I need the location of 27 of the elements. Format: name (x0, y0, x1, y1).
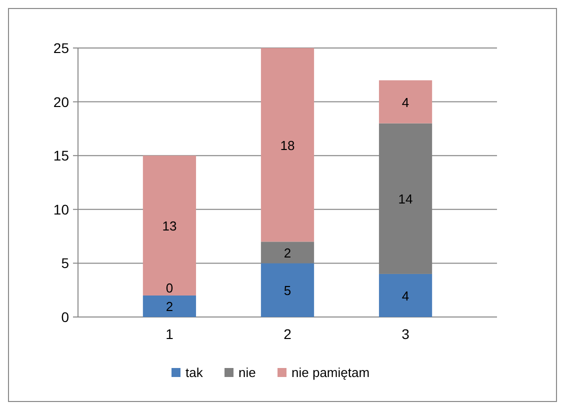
bar (142, 156, 196, 296)
bar (260, 48, 314, 242)
legend-label: nie pamiętam (292, 365, 370, 380)
data-label: 2 (166, 299, 174, 314)
bar (260, 263, 314, 317)
data-label: 18 (280, 138, 295, 153)
bar (378, 80, 432, 124)
bar (378, 274, 432, 317)
y-tick-label: 25 (53, 40, 70, 56)
legend-label: nie (238, 365, 256, 380)
data-label: 5 (284, 283, 292, 298)
annotation: 0 (166, 280, 174, 296)
x-tick-label: 2 (284, 326, 292, 342)
bar (142, 295, 196, 317)
y-tick-label: 0 (61, 309, 70, 325)
data-label: 13 (162, 218, 177, 234)
data-label: 4 (402, 288, 410, 304)
x-tick-label: 3 (402, 326, 410, 342)
data-label: 14 (398, 192, 413, 207)
y-tick-label: 10 (53, 201, 70, 218)
y-tick-label: 20 (53, 94, 70, 110)
data-label: 2 (284, 245, 292, 260)
x-tick-label: 1 (166, 326, 174, 342)
y-tick-label: 15 (53, 148, 70, 164)
y-tick-label: 5 (61, 255, 70, 272)
data-label: 4 (402, 94, 410, 110)
legend-label: tak (186, 365, 204, 380)
